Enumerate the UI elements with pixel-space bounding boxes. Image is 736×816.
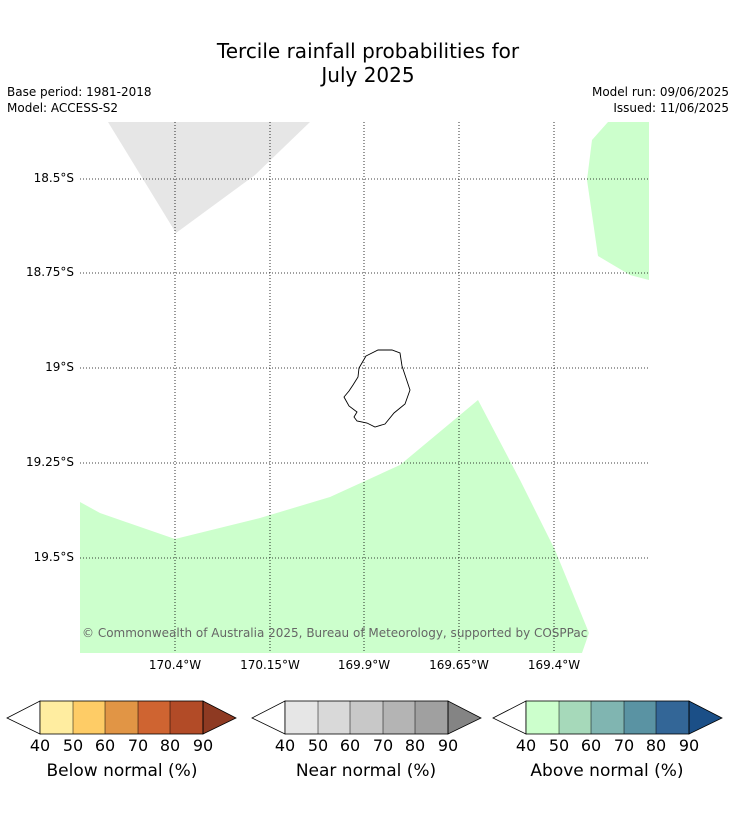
colorbar-tick: 40 [29,736,51,755]
colorbar-tick: 50 [548,736,570,755]
colorbar-below-segment [138,701,170,734]
colorbar-above-segment [656,701,689,734]
colorbar-tick: 70 [613,736,635,755]
colorbar-tick: 70 [127,736,149,755]
colorbar-above-segment [591,701,624,734]
colorbar-below-segment [105,701,138,734]
colorbar-tick: 60 [580,736,602,755]
colorbar-tick: 90 [192,736,214,755]
colorbar-tick: 80 [404,736,426,755]
issued-text: Issued: 11/06/2025 [613,101,729,115]
colorbar-below-segment [170,701,203,734]
model-text: Model: ACCESS-S2 [7,101,119,115]
copyright-text: © Commonwealth of Australia 2025, Bureau… [82,626,587,640]
colorbar-tick: 50 [307,736,329,755]
colorbar-near-segment [383,701,415,734]
colorbar-above-segment [559,701,591,734]
colorbar-near-segment [350,701,383,734]
colorbar-tick: 90 [437,736,459,755]
model-run-text: Model run: 09/06/2025 [591,85,729,99]
colorbar-near-low-extend [251,700,286,735]
above-normal-region-east [587,122,649,280]
colorbar-tick: 40 [515,736,537,755]
metadata-right: Model run: 09/06/2025 Issued: 11/06/2025 [592,84,729,116]
lat-label: 18.75°S [26,265,74,279]
colorbar-near-segment [415,701,448,734]
lon-label: 169.9°W [337,658,391,672]
colorbar-tick: 60 [94,736,116,755]
map-title-line1: Tercile rainfall probabilities for [216,39,520,63]
lat-label: 19.5°S [33,550,74,564]
lon-label: 170.4°W [148,658,202,672]
colorbar-tick: 40 [274,736,296,755]
colorbar-above-label: Above normal (%) [530,761,684,781]
colorbar-near-normal [251,700,482,735]
lon-label: 169.65°W [429,658,489,672]
colorbar-above-segment [624,701,656,734]
above-normal-region-south [80,400,589,653]
colorbar-tick: 90 [678,736,700,755]
colorbar-tick: 80 [645,736,667,755]
colorbar-tick: 50 [62,736,84,755]
colorbar-below-segment [73,701,105,734]
lon-label: 169.4°W [527,658,581,672]
metadata-left: Base period: 1981-2018 Model: ACCESS-S2 [7,84,152,116]
colorbar-below-high-extend [202,700,237,735]
colorbar-tick: 70 [372,736,394,755]
colorbar-above-normal [492,700,723,735]
colorbar-tick: 80 [159,736,181,755]
colorbar-below-label: Below normal (%) [46,761,198,781]
lat-label: 18.5°S [33,171,74,185]
map-title-line2: July 2025 [321,63,415,87]
colorbar-below-low-extend [6,700,41,735]
colorbar-near-segment [285,701,318,734]
lat-label: 19.25°S [26,455,74,469]
lat-label: 19°S [45,360,74,374]
colorbar-below-segment [40,701,73,734]
colorbar-above-high-extend [688,700,723,735]
colorbar-above-segment [526,701,559,734]
lon-label: 170.15°W [240,658,300,672]
island-outline [343,349,411,428]
colorbar-near-label: Near normal (%) [295,761,437,781]
base-period-text: Base period: 1981-2018 [7,85,152,99]
colorbar-near-high-extend [447,700,482,735]
colorbar-below-normal [6,700,237,735]
colorbar-above-low-extend [492,700,527,735]
colorbar-near-segment [318,701,350,734]
near-normal-region [108,122,310,233]
colorbar-tick: 60 [339,736,361,755]
